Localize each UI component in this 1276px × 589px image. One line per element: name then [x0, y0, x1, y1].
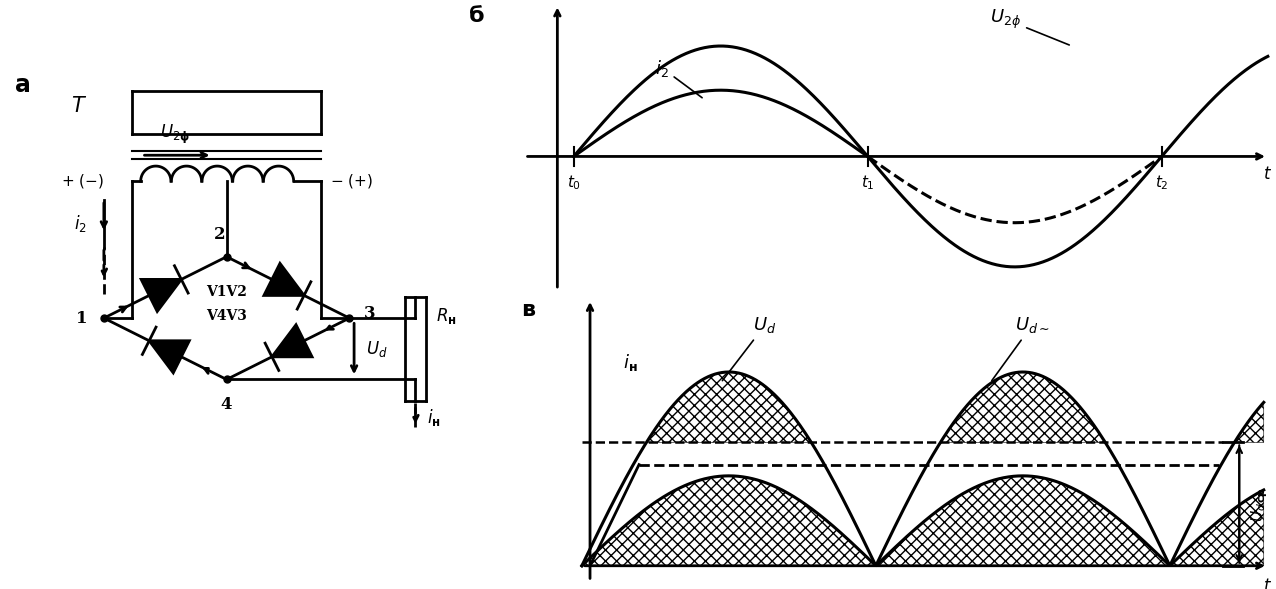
- Text: $U_d$: $U_d$: [366, 339, 388, 359]
- Text: $\boldsymbol{в}$: $\boldsymbol{в}$: [521, 299, 536, 321]
- Text: $t$: $t$: [1263, 166, 1272, 183]
- Text: $i_{\mathbf{н}}$: $i_{\mathbf{н}}$: [623, 352, 637, 373]
- Polygon shape: [142, 279, 181, 312]
- Polygon shape: [264, 263, 304, 296]
- Text: 4: 4: [221, 396, 232, 413]
- Text: $t_0$: $t_0$: [567, 173, 581, 191]
- Text: $t_1$: $t_1$: [861, 173, 874, 191]
- Text: $U_{d\,\mathbf{ср}}$: $U_{d\,\mathbf{ср}}$: [1250, 487, 1271, 522]
- Text: V1V2: V1V2: [207, 285, 248, 299]
- Text: $\boldsymbol{а}$: $\boldsymbol{а}$: [14, 72, 31, 97]
- Text: $U_{2\mathbf{\phi}}$: $U_{2\mathbf{\phi}}$: [160, 123, 190, 146]
- Text: $i_2$: $i_2$: [74, 213, 87, 234]
- Polygon shape: [272, 325, 313, 357]
- Text: $\boldsymbol{б}$: $\boldsymbol{б}$: [467, 5, 484, 27]
- Text: 1: 1: [75, 310, 87, 327]
- Text: $U_{d\sim}$: $U_{d\sim}$: [991, 315, 1050, 380]
- Text: $t$: $t$: [1263, 578, 1272, 589]
- Text: 3: 3: [364, 305, 375, 322]
- Text: $i_2$: $i_2$: [656, 58, 702, 98]
- Polygon shape: [149, 341, 189, 373]
- Text: $i_{\mathbf{н}}$: $i_{\mathbf{н}}$: [427, 407, 441, 428]
- Text: $R_{\mathbf{н}}$: $R_{\mathbf{н}}$: [435, 306, 457, 326]
- Text: $t_2$: $t_2$: [1155, 173, 1169, 191]
- Text: $T$: $T$: [71, 95, 87, 115]
- Text: $+\ (-)$: $+\ (-)$: [61, 172, 105, 190]
- Text: 2: 2: [213, 226, 226, 243]
- Text: $-\ (+)$: $-\ (+)$: [330, 172, 374, 190]
- Text: $U_{2\phi}$: $U_{2\phi}$: [990, 8, 1069, 45]
- Text: $U_d$: $U_d$: [722, 315, 777, 380]
- Text: V4V3: V4V3: [207, 309, 248, 323]
